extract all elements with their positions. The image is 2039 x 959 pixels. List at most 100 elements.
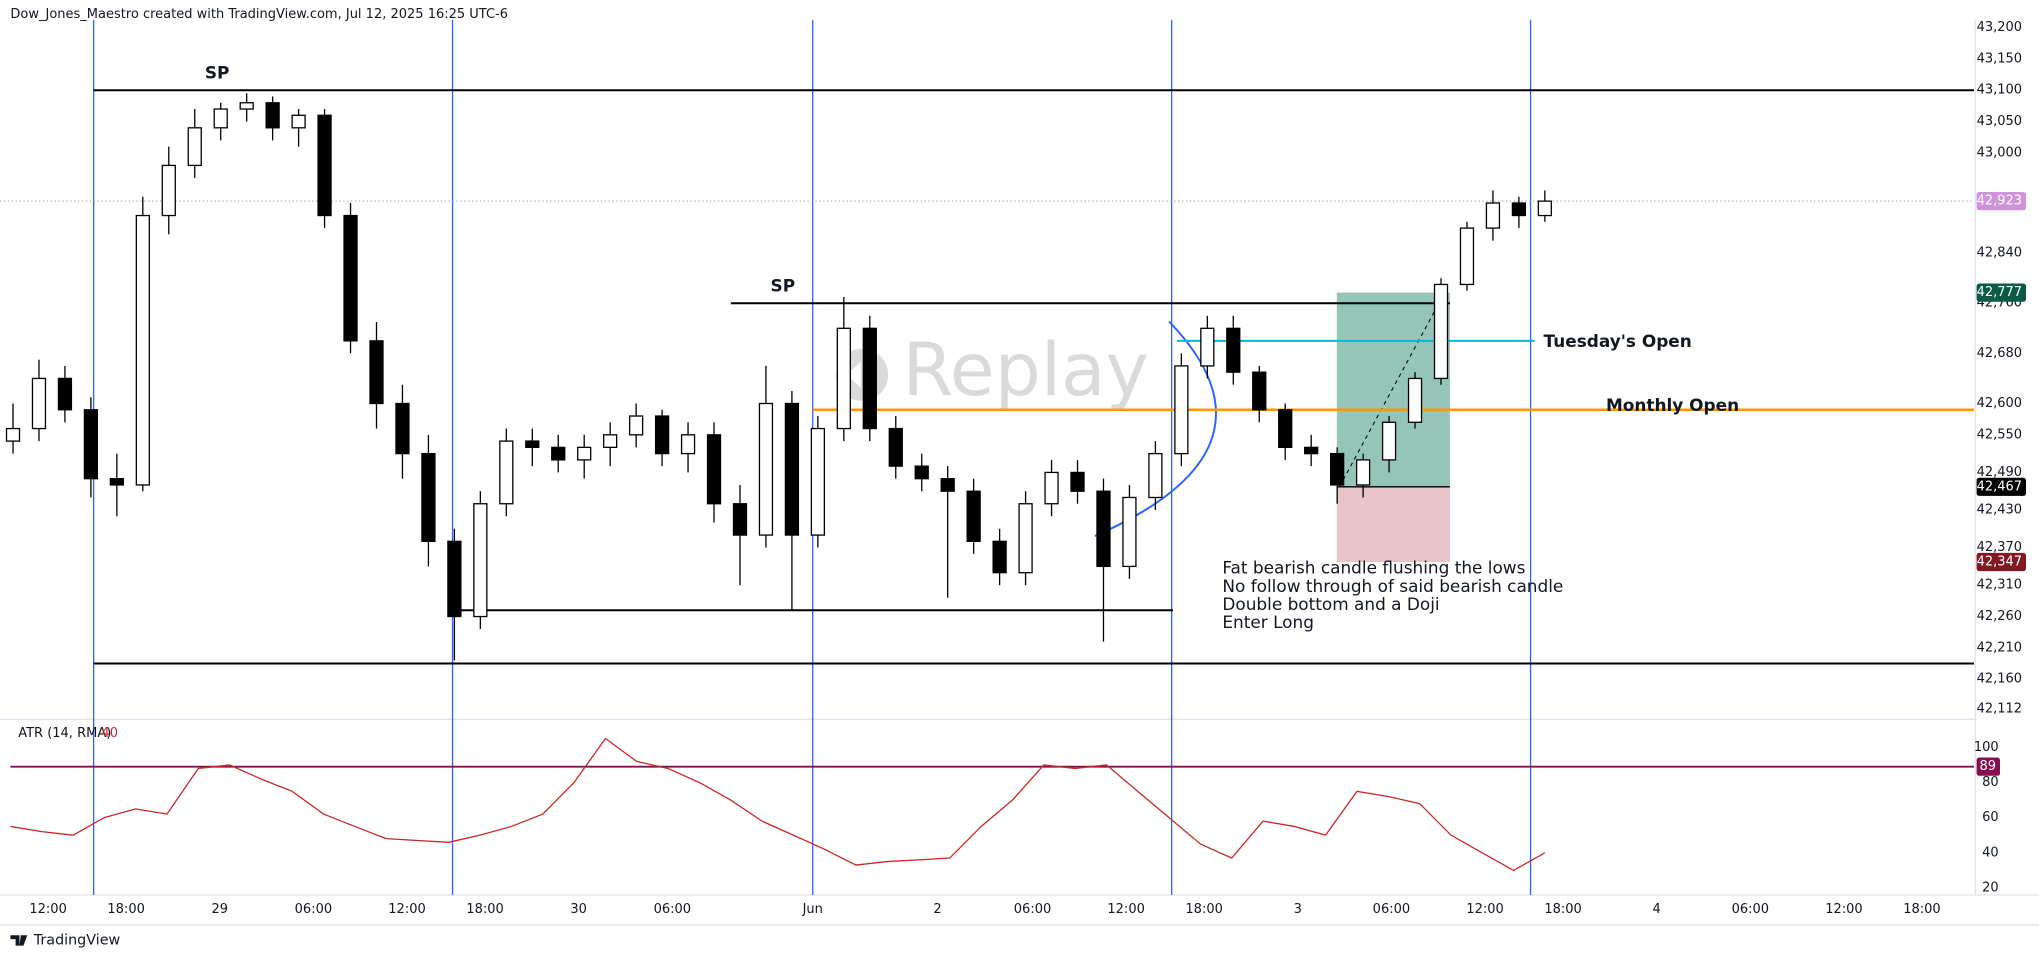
x-tick-label: Jun — [802, 902, 823, 917]
x-tick-label: 06:00 — [295, 902, 332, 917]
candle-body — [447, 540, 462, 618]
candle-body — [1122, 496, 1137, 568]
y-tick-label: 42,680 — [1977, 346, 2023, 361]
x-tick-label: 18:00 — [466, 902, 503, 917]
candle-body — [1226, 327, 1241, 373]
target-price-label-bg — [1976, 283, 2026, 302]
candle-body — [265, 102, 280, 129]
candle-body — [473, 503, 488, 618]
y-tick-label: 42,840 — [1977, 246, 2023, 261]
candle-body — [1148, 452, 1163, 499]
note-line: Enter Long — [1222, 612, 1314, 632]
candle-body — [161, 164, 176, 217]
x-tick-label: 18:00 — [1903, 902, 1940, 917]
curve-drawing — [1094, 320, 1217, 537]
candle-body — [1330, 452, 1345, 486]
watermark-icon-arrows — [846, 361, 877, 388]
stop-price-label-bg — [1976, 552, 2026, 572]
candle-body — [83, 409, 99, 480]
x-tick-label: 29 — [211, 902, 228, 917]
candle-body — [992, 540, 1007, 574]
footer-logo — [10, 935, 28, 946]
atr-hline-label-bg — [1976, 757, 2000, 776]
x-tick-label: 18:00 — [1185, 902, 1222, 917]
candle-body — [862, 327, 877, 430]
x-tick-label: 12:00 — [29, 902, 66, 917]
candle-body — [369, 340, 384, 405]
y-tick-label: 43,100 — [1977, 83, 2023, 98]
candle-body — [499, 440, 514, 505]
x-tick-label: 06:00 — [654, 902, 691, 917]
y-tick-label: 43,000 — [1977, 145, 2023, 160]
atr-hline-label: 89 — [1980, 759, 1997, 774]
candle-body — [317, 114, 332, 217]
target-price-label: 42,777 — [1977, 285, 2023, 300]
level-label: SP — [205, 62, 230, 82]
candle-body — [551, 446, 566, 461]
candle-body — [1174, 365, 1189, 455]
candle-body — [1355, 459, 1371, 486]
atr-line — [10, 737, 1546, 872]
candle-body — [1096, 490, 1111, 568]
candle-body — [1304, 446, 1319, 455]
candle-body — [628, 415, 644, 436]
atr-tick-label: 80 — [1982, 775, 1999, 790]
candle-body — [213, 108, 228, 129]
entry-price-label: 42,467 — [1977, 479, 2023, 494]
y-tick-label: 42,370 — [1977, 540, 2023, 555]
y-tick-label: 43,050 — [1977, 114, 2023, 129]
candle-body — [135, 214, 150, 486]
watermark: Replay — [836, 328, 1149, 413]
candle-body — [810, 427, 826, 536]
x-tick-label: 30 — [570, 902, 587, 917]
atr-tick-label: 20 — [1982, 880, 1999, 895]
position-path — [1338, 292, 1446, 488]
x-tick-label: 06:00 — [1373, 902, 1410, 917]
x-tick-label: 12:00 — [388, 902, 425, 917]
candle-body — [1537, 200, 1552, 217]
y-tick-label: 42,260 — [1977, 609, 2023, 624]
x-tick-label: 18:00 — [107, 902, 144, 917]
stop-price-label: 42,347 — [1977, 555, 2023, 570]
candle-body — [914, 465, 929, 480]
note-line: No follow through of said bearish candle — [1222, 576, 1563, 596]
candle-body — [654, 415, 670, 455]
candle-body — [239, 102, 254, 110]
y-tick-label: 42,430 — [1977, 503, 2023, 518]
candle-body — [421, 452, 436, 542]
candle-body — [343, 214, 358, 342]
candle-body — [57, 377, 73, 411]
level-label: SP — [771, 275, 796, 295]
candle-body — [1459, 227, 1475, 286]
watermark-text: Replay — [902, 328, 1148, 413]
x-tick-label: 3 — [1294, 902, 1302, 917]
candle-body — [888, 427, 903, 467]
candle-body — [187, 127, 202, 167]
candle-body — [784, 402, 800, 536]
candle-body — [1433, 283, 1449, 380]
x-tick-label: 06:00 — [1732, 902, 1769, 917]
footer-brand: TradingView — [33, 932, 121, 948]
x-tick-label: 2 — [933, 902, 941, 917]
candle-body — [291, 114, 306, 129]
candle-body — [603, 434, 618, 449]
entry-price-label-bg — [1976, 477, 2026, 496]
candle-body — [706, 434, 722, 505]
y-tick-label: 42,550 — [1977, 427, 2023, 442]
candle-body — [1511, 202, 1527, 217]
candle-body — [5, 427, 21, 442]
header: Dow_Jones_Maestro created with TradingVi… — [10, 7, 508, 22]
level-label: Tuesday's Open — [1544, 331, 1692, 351]
x-tick-label: 12:00 — [1466, 902, 1503, 917]
atr-tick-label: 40 — [1982, 845, 1999, 860]
y-tick-label: 43,200 — [1977, 20, 2023, 35]
candle-body — [109, 478, 124, 486]
y-tick-label: 42,160 — [1977, 672, 2023, 687]
candle-body — [395, 402, 410, 455]
candle-body — [1252, 371, 1267, 411]
candle-body — [1278, 409, 1293, 449]
indicator-last-value: 40 — [101, 726, 118, 741]
x-tick-label: 06:00 — [1014, 902, 1051, 917]
